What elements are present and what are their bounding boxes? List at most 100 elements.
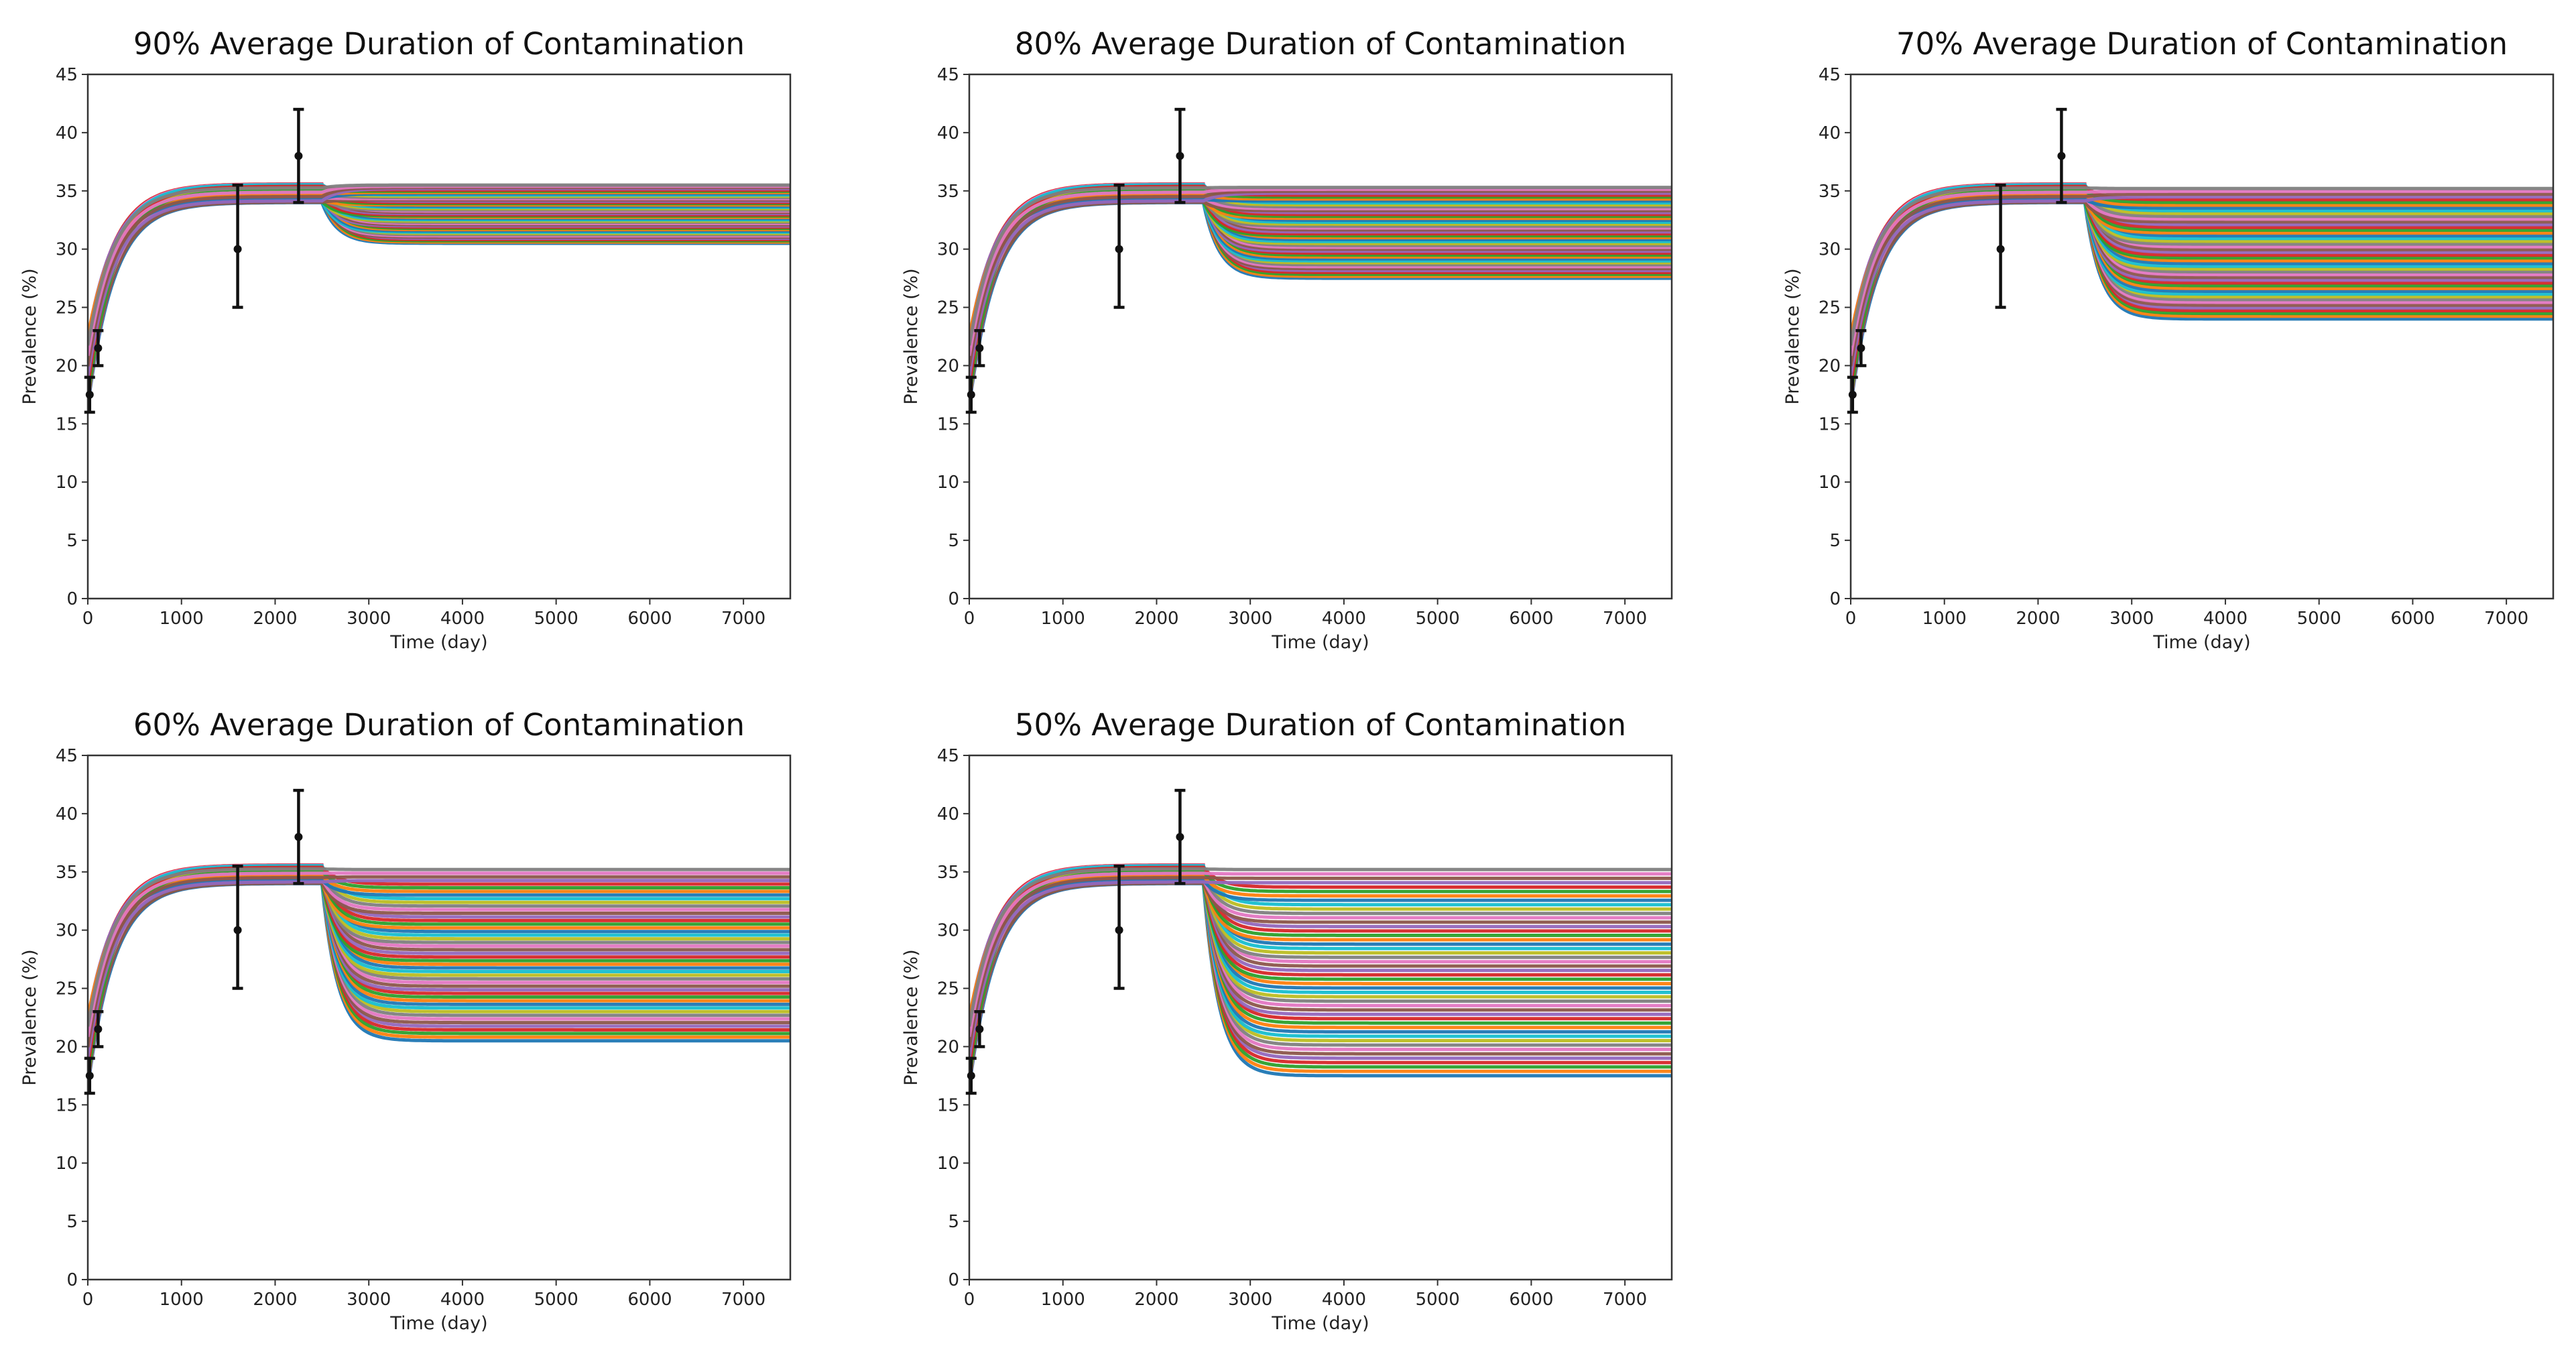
series-group [88,863,790,1088]
x-tick-label: 4000 [440,609,485,629]
y-tick-label: 35 [937,182,959,202]
y-tick-label: 20 [56,1037,78,1057]
x-tick-label: 2000 [1134,609,1178,629]
series-line [88,879,790,1058]
y-tick-label: 25 [56,979,78,999]
chart-title: 50% Average Duration of Contamination [1015,707,1626,743]
chart-title: 80% Average Duration of Contamination [1015,26,1626,62]
observation-point [1857,344,1865,353]
y-axis-label: Prevalence (%) [901,949,922,1085]
y-tick-label: 40 [1819,123,1841,143]
series-line [969,191,1672,377]
y-tick-label: 20 [56,356,78,376]
x-tick-label: 7000 [2484,609,2528,629]
x-tick-label: 2000 [2016,609,2060,629]
observation-point [1176,151,1184,160]
x-tick-label: 4000 [440,1290,485,1310]
y-tick-label: 40 [937,123,959,143]
y-tick-label: 30 [56,921,78,941]
observation-point [975,1025,984,1034]
y-tick-label: 0 [66,1270,78,1290]
series-line [1851,193,2553,337]
series-line [969,193,1672,337]
y-tick-label: 45 [1819,65,1841,85]
observation-point [85,1071,94,1080]
chart-panel-1: 0 5 10 15 20 25 30 35 40 45 0 1000 2000 3000 4000 5000 6… [19,26,792,653]
observation-point [1115,245,1123,253]
x-tick-label: 3000 [347,1290,391,1310]
observation-point [1848,390,1857,399]
observation-point [294,832,303,841]
x-tick-label: 5000 [534,609,578,629]
x-tick-label: 6000 [627,1290,672,1310]
y-tick-label: 45 [937,65,959,85]
x-tick-label: 6000 [1509,609,1553,629]
series-line [88,871,790,1038]
x-axis-label: Time (day) [389,1313,487,1334]
series-line [969,198,1672,347]
x-tick-label: 1000 [1041,1290,1085,1310]
plot-frame [86,754,792,1281]
y-axis-label: Prevalence (%) [1782,268,1803,404]
y-tick-label: 45 [56,746,78,766]
x-tick-label: 4000 [1322,609,1366,629]
y-tick-label: 40 [937,804,959,824]
x-tick-label: 0 [82,1290,94,1310]
y-tick-label: 35 [56,863,78,883]
y-tick-label: 45 [937,746,959,766]
x-tick-label: 7000 [1603,1290,1647,1310]
x-tick-label: 2000 [253,609,297,629]
x-tick-label: 3000 [1228,1290,1272,1310]
observation-point [85,390,94,399]
y-tick-label: 35 [937,863,959,883]
series-line [969,864,1672,1039]
y-tick-label: 10 [56,1154,78,1174]
y-tick-label: 15 [56,414,78,434]
series-line [969,874,1672,1018]
y-tick-label: 10 [1819,473,1841,493]
observation-point [1115,926,1123,934]
series-group [88,182,790,407]
x-tick-label: 2000 [1134,1290,1178,1310]
observation-point [975,344,984,353]
y-tick-label: 10 [937,473,959,493]
y-tick-label: 20 [1819,356,1841,376]
series-line [88,183,790,346]
series-line [969,880,1672,1058]
chart-panel-3: 0 5 10 15 20 25 30 35 40 45 0 1000 2000 3000 4000 5000 6… [1782,26,2555,653]
x-tick-label: 4000 [1322,1290,1366,1310]
y-tick-label: 20 [937,1037,959,1057]
x-tick-label: 3000 [1228,609,1272,629]
observation-point [967,1071,975,1080]
series-line [969,189,1672,367]
y-axis-label: Prevalence (%) [901,268,922,404]
plot-frame [86,73,792,600]
x-axis-label: Time (day) [2152,632,2250,653]
y-tick-label: 10 [56,473,78,493]
series-line [88,874,790,1018]
y-tick-label: 5 [948,531,959,551]
y-tick-label: 0 [948,589,959,609]
x-tick-label: 6000 [2390,609,2435,629]
series-group [969,863,1672,1088]
y-tick-label: 35 [1819,182,1841,202]
x-axis-label: Time (day) [389,632,487,653]
series-line [969,192,1672,401]
y-tick-label: 25 [56,298,78,318]
y-tick-label: 30 [56,240,78,260]
y-tick-label: 0 [948,1270,959,1290]
series-line [969,871,1672,1038]
y-tick-label: 5 [66,531,78,551]
chart-title: 90% Average Duration of Contamination [133,26,745,62]
x-axis-label: Time (day) [1271,1313,1369,1334]
x-tick-label: 7000 [721,609,765,629]
series-line [969,183,1672,358]
y-tick-label: 25 [937,298,959,318]
observation-point [233,245,242,253]
series-line [88,867,790,1027]
x-tick-label: 7000 [1603,609,1647,629]
series-line [1851,189,2553,357]
x-tick-label: 0 [964,1290,975,1310]
x-tick-label: 1000 [160,1290,204,1310]
